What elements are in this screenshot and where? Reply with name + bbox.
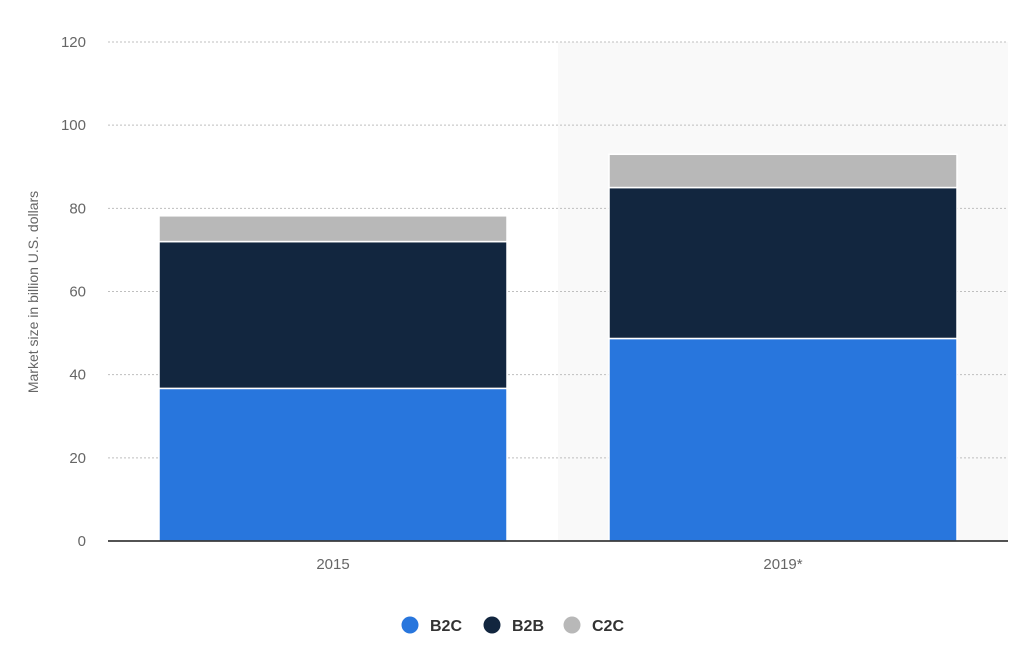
bar-c2c-2019	[608, 153, 958, 189]
legend: B2C B2B C2C	[401, 616, 624, 635]
legend-swatch-b2c	[401, 616, 419, 634]
bar-b2b-2019	[608, 186, 958, 340]
x-tick-label-2019: 2019*	[763, 556, 802, 573]
y-tick-label-20: 20	[69, 450, 86, 467]
y-axis-title: Market size in billion U.S. dollars	[25, 191, 41, 393]
bar-c2c-2015	[158, 215, 508, 243]
bar-b2b-2015	[158, 240, 508, 390]
y-tick-label-40: 40	[69, 367, 86, 384]
y-tick-label-60: 60	[69, 284, 86, 301]
legend-swatch-c2c	[563, 616, 581, 634]
legend-swatch-b2b	[483, 616, 501, 634]
x-tick-label-2015: 2015	[316, 556, 349, 573]
legend-label-c2c: C2C	[592, 618, 624, 635]
x-axis-ticks: 2015 2019*	[316, 556, 802, 573]
y-tick-label-100: 100	[61, 117, 86, 134]
bars	[158, 153, 958, 542]
legend-label-b2c: B2C	[430, 618, 462, 635]
bar-b2c-2015	[158, 387, 508, 542]
y-tick-label-120: 120	[61, 34, 86, 51]
bar-b2c-2019	[608, 337, 958, 542]
legend-label-b2b: B2B	[512, 618, 544, 635]
y-tick-label-0: 0	[78, 533, 86, 550]
y-tick-label-80: 80	[69, 200, 86, 217]
y-axis-ticks: 0 20 40 60 80 100 120	[61, 34, 86, 550]
